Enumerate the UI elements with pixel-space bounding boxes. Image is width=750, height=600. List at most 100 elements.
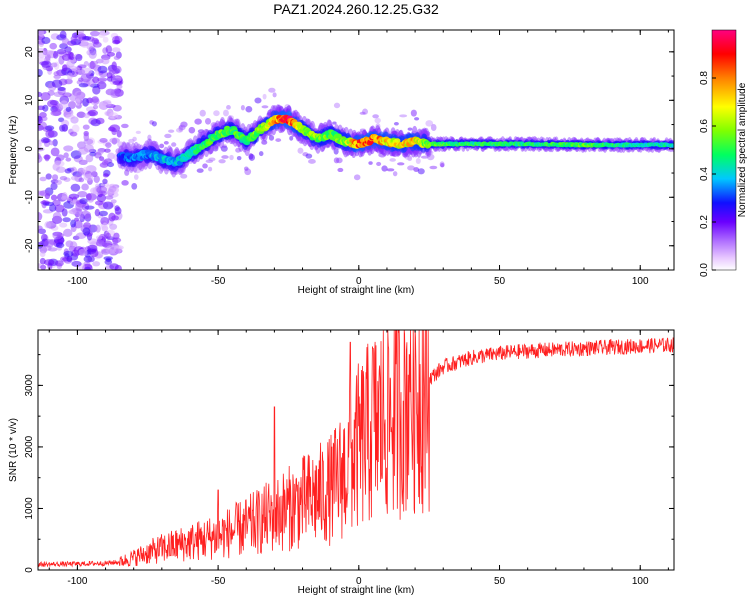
ridge-blob — [394, 138, 401, 144]
noise-blob — [78, 177, 85, 183]
noise-blob — [78, 248, 88, 257]
noise-blob — [110, 199, 117, 204]
snr-y-label: SNR (10 * v/v) — [8, 418, 19, 482]
noise-blob — [42, 138, 51, 143]
noise-blob — [414, 117, 420, 121]
noise-blob — [78, 211, 84, 220]
noise-blob — [63, 152, 69, 159]
snr-y-ticks: 0 1000 2000 3000 — [24, 354, 674, 573]
noise-blob — [101, 57, 110, 65]
x-tick-label: -100 — [67, 276, 87, 287]
noise-blob — [425, 120, 434, 127]
noise-blob — [289, 135, 294, 141]
noise-blob — [261, 105, 269, 109]
noise-blob — [41, 60, 52, 68]
noise-blob — [164, 133, 172, 139]
noise-blob — [40, 92, 51, 101]
noise-blob — [76, 111, 86, 118]
noise-blob — [107, 162, 115, 168]
noise-blob — [59, 100, 69, 109]
noise-blob — [180, 173, 188, 179]
noise-blob — [74, 98, 81, 106]
noise-blob — [97, 65, 108, 74]
noise-blob — [254, 97, 262, 104]
noise-blob — [83, 144, 94, 153]
noise-blob — [66, 255, 73, 263]
x-tick-label: 100 — [632, 276, 649, 287]
ridge-blob — [671, 144, 674, 148]
noise-blob — [111, 127, 117, 136]
noise-blob — [50, 147, 60, 157]
y-tick-label: -20 — [24, 238, 35, 253]
noise-blob — [248, 154, 256, 161]
noise-blob — [43, 259, 55, 266]
y-tick-label: 3000 — [24, 374, 35, 397]
noise-blob — [133, 174, 139, 180]
noise-blob — [102, 222, 108, 231]
noise-blob — [104, 148, 111, 153]
noise-blob — [337, 167, 344, 173]
noise-blob — [268, 135, 275, 141]
noise-blob — [71, 124, 80, 133]
noise-blob — [96, 81, 107, 90]
noise-blob — [70, 183, 81, 192]
noise-blob — [70, 35, 78, 42]
noise-blob — [105, 45, 113, 54]
noise-blob — [95, 239, 105, 246]
noise-blob — [108, 185, 117, 193]
noise-blob — [102, 101, 112, 107]
noise-blob — [44, 239, 55, 248]
noise-blob — [163, 140, 169, 145]
noise-blob — [69, 209, 77, 215]
noise-blob — [336, 157, 343, 164]
noise-blob — [62, 217, 71, 223]
noise-blob — [101, 160, 109, 166]
y-tick-label: 20 — [24, 46, 35, 58]
noise-blob — [102, 178, 108, 185]
colorbar-tick-label: 0.0 — [699, 263, 710, 277]
noise-blob — [100, 182, 110, 188]
noise-blob — [81, 183, 89, 191]
noise-blob — [132, 136, 137, 142]
x-tick-label: 0 — [356, 576, 362, 587]
noise-blob — [135, 130, 141, 135]
noise-blob — [74, 217, 80, 222]
noise-blob — [108, 112, 119, 119]
noise-blob — [77, 190, 88, 198]
noise-blob — [95, 235, 103, 240]
noise-blob — [121, 123, 129, 129]
noise-blob — [87, 244, 98, 252]
ridge-blob — [335, 133, 342, 139]
noise-blob — [272, 92, 277, 98]
noise-blob — [74, 90, 85, 100]
noise-blob — [98, 210, 108, 217]
noise-blob — [49, 204, 57, 212]
noise-blob — [99, 137, 108, 143]
noise-blob — [381, 165, 388, 172]
noise-blob — [392, 171, 398, 177]
noise-blob — [108, 70, 116, 75]
noise-blob — [38, 225, 43, 231]
snr-x-ticks: -100 -50 0 50 100 — [48, 330, 669, 587]
noise-blob — [92, 76, 100, 84]
noise-blob — [44, 125, 55, 131]
noise-blob — [245, 106, 253, 113]
snr-x-label: Height of straight line (km) — [298, 585, 415, 596]
colorbar-tick-label: 0.6 — [699, 119, 710, 133]
noise-blob — [45, 129, 55, 139]
noise-blob — [308, 158, 316, 164]
noise-blob — [47, 99, 58, 108]
noise-blob — [83, 35, 92, 41]
noise-blob — [208, 166, 213, 172]
noise-blob — [108, 212, 116, 222]
noise-blob — [59, 30, 67, 39]
noise-blob — [121, 180, 129, 186]
noise-blob — [51, 79, 63, 88]
x-tick-label: 50 — [494, 576, 506, 587]
noise-blob — [353, 174, 361, 181]
noise-blob — [333, 102, 341, 109]
noise-blob — [63, 228, 73, 237]
noise-blob — [67, 72, 73, 81]
noise-blob — [159, 143, 165, 149]
